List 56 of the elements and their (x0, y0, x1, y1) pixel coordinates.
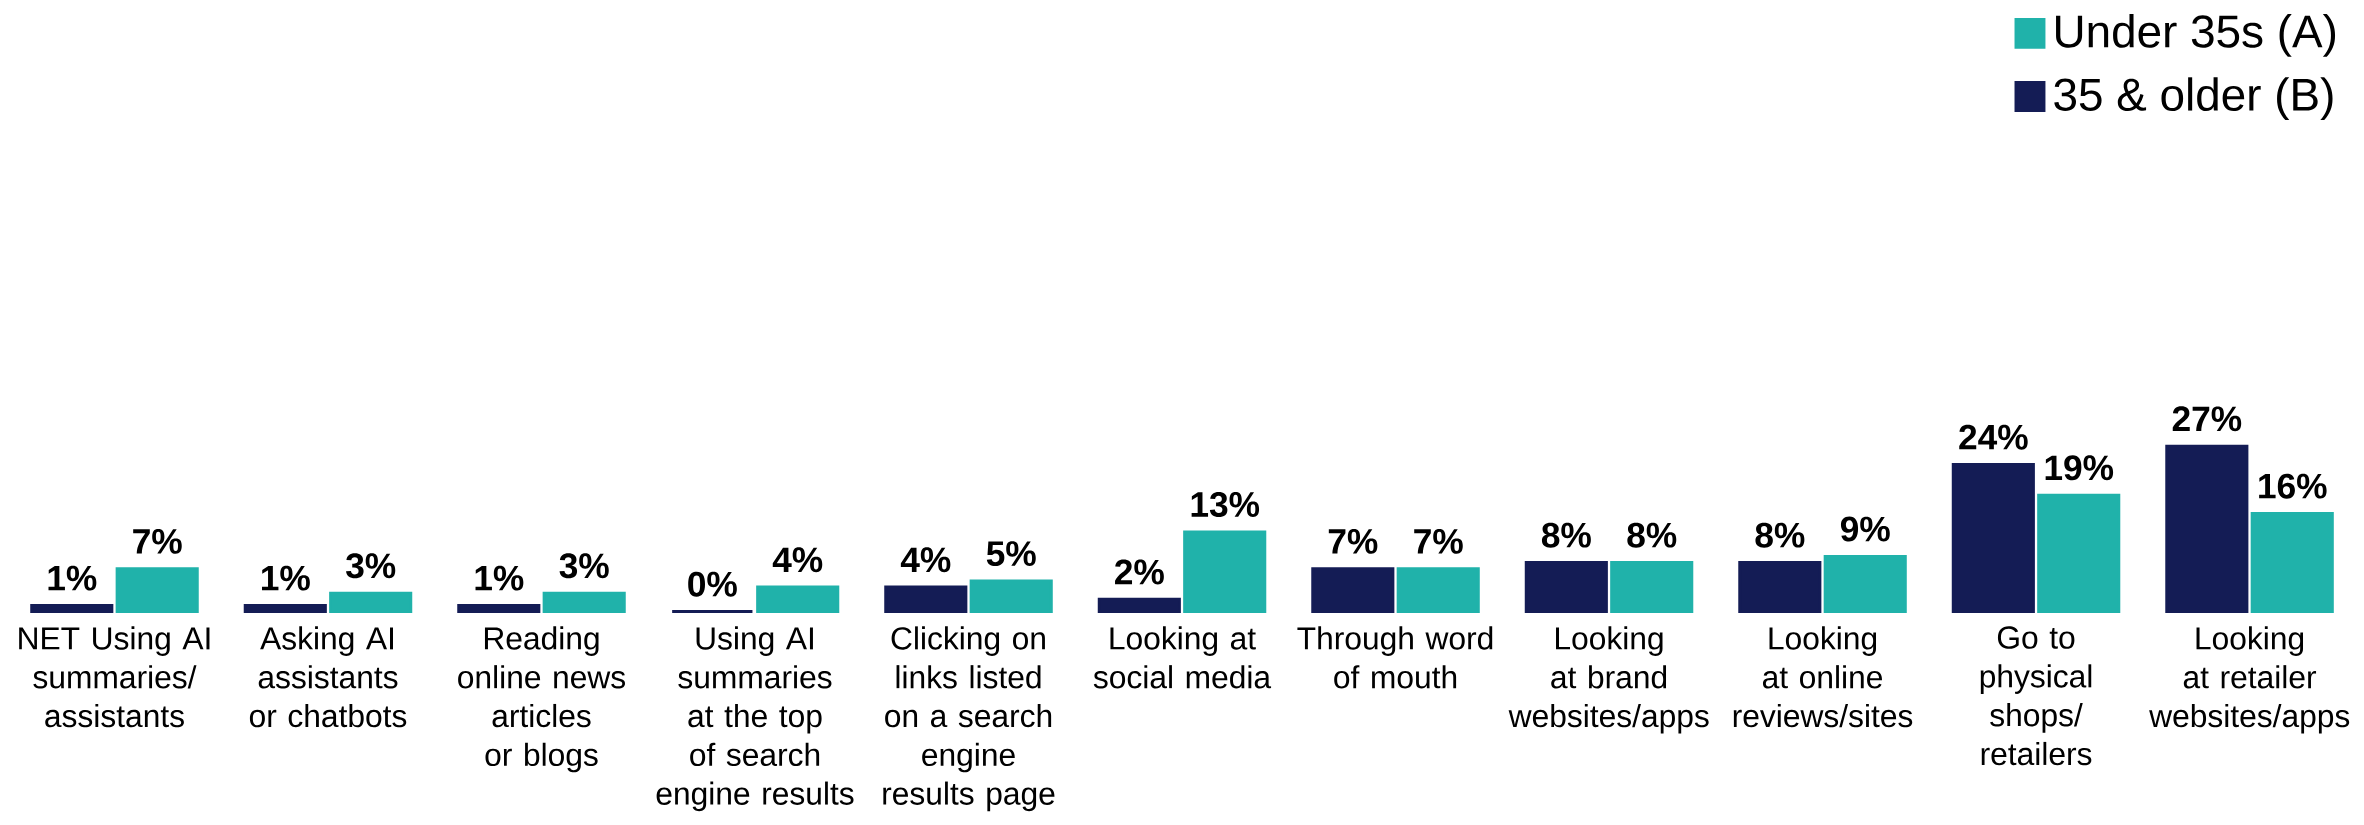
data-label: 16% (2259, 473, 2327, 499)
bar (1311, 567, 1395, 613)
data-label: 1% (475, 565, 524, 591)
bar (1823, 554, 1907, 613)
bar (1097, 597, 1181, 613)
data-label: 0% (688, 571, 737, 597)
bar (30, 603, 114, 613)
x-tick-label: Reading online news articles or blogs (458, 626, 625, 773)
data-label: 3% (346, 553, 396, 579)
bar (243, 603, 327, 613)
bar (1610, 560, 1694, 613)
x-tick-label: Using AI summaries at the top of search engine results (656, 626, 854, 812)
data-label: 1% (262, 565, 310, 591)
bar (1738, 560, 1822, 613)
data-label: 7% (1328, 528, 1378, 554)
data-label: 7% (133, 528, 182, 554)
bar (457, 603, 541, 613)
bar (2165, 444, 2249, 613)
legend-label: Under 35s (A) (2056, 13, 2336, 57)
data-label: 3% (559, 553, 609, 579)
x-tick-label: Clicking on links listed on a search engine results page (883, 626, 1055, 812)
legend-label: 35 & older (B) (2054, 77, 2333, 120)
bar (542, 591, 626, 613)
data-label: 9% (1840, 516, 1890, 542)
bar (2250, 511, 2334, 613)
data-label: 8% (1627, 522, 1677, 548)
data-label: 2% (1115, 559, 1164, 585)
data-label: 8% (1541, 522, 1591, 548)
x-tick-label: Looking at social media (1093, 626, 1272, 689)
bar (756, 585, 840, 613)
bar (969, 579, 1053, 613)
x-tick-label: Through word of mouth (1297, 626, 1493, 689)
bar (1524, 560, 1608, 613)
data-label: 5% (986, 541, 1036, 566)
data-label: 7% (1414, 528, 1463, 554)
data-label: 24% (1959, 424, 2028, 450)
x-tick-label: NET Using AI summaries/ assistants (19, 626, 210, 728)
x-tick-label: Looking at online reviews/sites (1733, 626, 1913, 728)
bar (1951, 462, 2035, 613)
data-label: 8% (1755, 522, 1805, 548)
data-label: 4% (900, 547, 951, 573)
x-tick-label: Asking AI assistants or chatbots (249, 626, 407, 728)
bar (884, 585, 968, 613)
data-label: 27% (2172, 406, 2242, 432)
data-label: 4% (772, 547, 823, 573)
bar (2037, 493, 2121, 613)
x-tick-label: Looking at retailer websites/apps (2149, 626, 2350, 734)
data-label: 19% (2045, 455, 2114, 481)
data-label: 13% (1191, 491, 1260, 517)
data-label: 1% (48, 565, 97, 591)
x-tick-label: Looking at brand websites/apps (1508, 626, 1709, 734)
bar (329, 591, 413, 613)
bar (115, 567, 199, 613)
x-tick-label: Go to physical shops/ retailers (1980, 626, 2092, 766)
bar (1396, 567, 1480, 613)
bar (1183, 530, 1267, 613)
